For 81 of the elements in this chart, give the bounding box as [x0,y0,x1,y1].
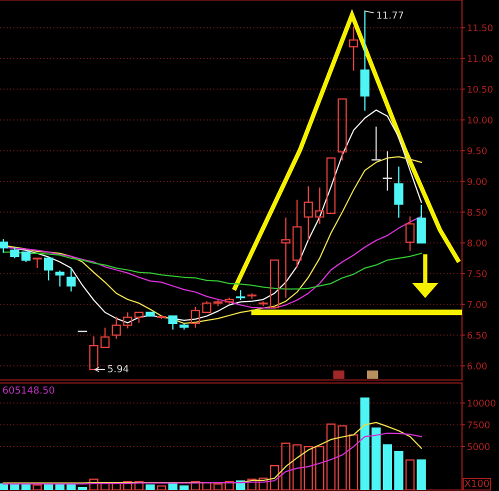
bar [213,483,223,490]
bar [21,484,31,490]
bar [202,482,212,490]
bar [292,444,302,490]
bar [89,478,98,490]
bar [78,487,88,490]
bar [55,484,64,490]
candlestick [258,301,268,306]
y-tick-label: 5000 [468,443,490,450]
bar [338,425,347,490]
bar [190,481,200,490]
bar [405,459,415,490]
bar [315,446,324,490]
bar [156,485,166,490]
bar [0,483,8,490]
annotation: 605148.50 [2,386,54,394]
candlestick [123,312,132,328]
y-tick-label: 7.00 [468,301,487,308]
y-tick-label: 10000 [468,400,496,407]
candlestick [360,10,370,111]
candlestick [224,298,234,304]
candlestick [394,166,404,218]
candlestick [338,98,347,160]
bar [146,484,155,490]
candlestick [112,316,121,339]
y-tick-label: 6.00 [468,362,487,370]
bar [281,442,290,490]
candlestick [326,157,336,214]
line-series [2,422,422,484]
annotation: 11.77 [377,12,404,19]
candlestick [304,186,313,240]
candlestick [270,259,280,308]
bar [394,450,404,490]
bar [247,478,256,490]
bar [360,398,370,490]
bar [224,481,234,490]
bar [270,465,280,490]
candlestick [315,188,324,224]
candlestick [281,218,290,298]
bar [10,484,20,490]
y-tick-label: 8.00 [467,240,487,246]
bar [258,478,268,490]
bar [372,428,381,490]
candlestick [55,270,64,287]
candlestick [146,312,155,317]
y-tick-label: 7.50 [468,270,487,278]
y-tick-label: 9.50 [467,147,487,154]
bar [168,483,178,490]
annotation: 5.94 [108,365,128,372]
bar [123,481,132,490]
text: X100 [464,480,489,488]
y-tick-label: 9.00 [467,178,487,186]
bar [348,434,358,490]
candlestick [348,26,358,71]
y-tick-label: 10.00 [468,116,492,124]
line-series [2,251,422,290]
y-tick-label: 7500 [468,421,490,428]
y-tick-label: 11.00 [468,55,492,62]
candlestick [202,301,212,313]
bar [326,424,336,490]
y-tick-label: 6.50 [468,332,487,339]
y-tick-label: 10.50 [468,86,492,93]
candlestick [372,126,381,161]
candlestick [10,247,20,258]
candlestick [168,315,178,330]
bar [32,484,42,490]
bar [180,485,189,490]
candlestick [66,268,76,292]
candlestick [44,258,54,280]
bar [304,446,313,490]
bar [382,444,392,490]
candlestick [21,251,31,262]
bar [416,459,426,490]
y-tick-label: 8.50 [467,208,487,216]
candlestick [32,258,42,268]
y-tick-label: 11.50 [468,24,492,32]
candlestick [416,204,426,244]
line-series [2,432,422,485]
bar [134,481,144,490]
candlestick [382,151,392,191]
candlestick [89,336,98,370]
